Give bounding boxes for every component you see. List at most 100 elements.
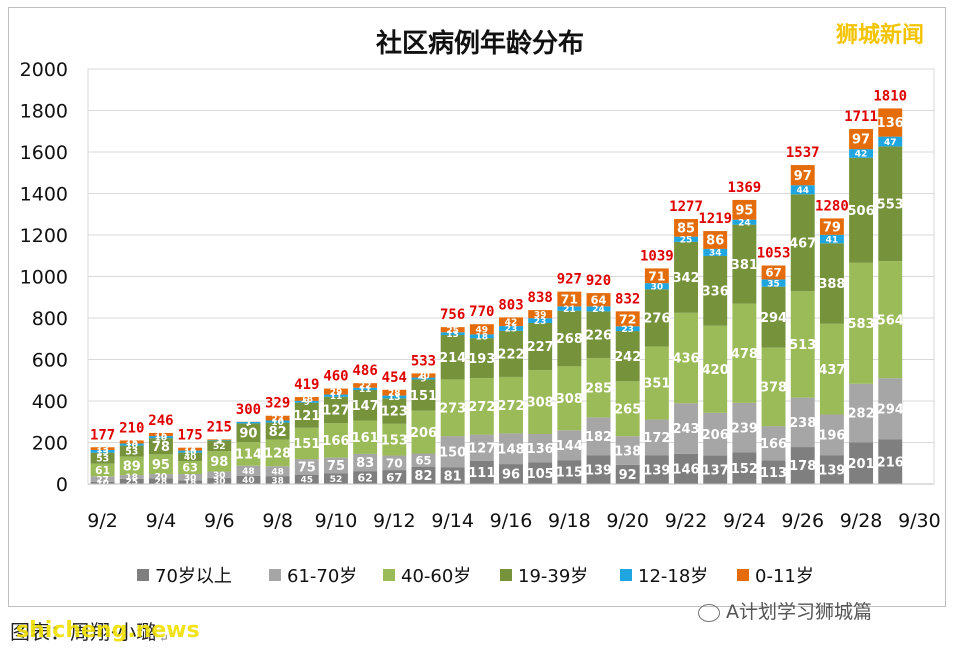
segment-value-label: 437 xyxy=(818,363,845,378)
segment-value-label: 30 xyxy=(651,282,664,292)
segment-value-label: 30 xyxy=(184,473,197,483)
y-tick-label: 800 xyxy=(32,308,68,330)
legend-label: 12-18岁 xyxy=(638,566,708,587)
chart-frame xyxy=(8,7,946,607)
segment-value-label: 166 xyxy=(322,434,349,449)
total-value-label: 246 xyxy=(148,413,173,429)
bar-segment xyxy=(732,452,757,484)
y-tick-label: 1200 xyxy=(20,225,68,247)
y-tick-label: 600 xyxy=(32,350,68,372)
x-tick-label: 9/16 xyxy=(490,510,533,532)
bar-segment xyxy=(411,466,436,484)
segment-value-label: 35 xyxy=(767,279,780,289)
bars xyxy=(90,108,903,484)
bar-segment xyxy=(878,378,903,440)
x-tick-label: 9/14 xyxy=(431,510,474,532)
segment-value-label: 95 xyxy=(152,458,170,473)
segment-value-label: 39 xyxy=(534,310,547,320)
bar-segment xyxy=(265,415,290,421)
segment-value-label: 13 xyxy=(96,448,109,458)
y-tick-label: 400 xyxy=(32,391,68,413)
segment-value-label: 70 xyxy=(386,456,403,470)
segment-value-label: 272 xyxy=(468,400,495,415)
segment-value-label: 67 xyxy=(765,266,781,280)
bar-segment xyxy=(411,379,436,411)
segment-value-label: 196 xyxy=(818,429,845,444)
segment-value-label: 38 xyxy=(271,476,284,486)
bar-segment xyxy=(469,338,494,379)
segment-value-label: 139 xyxy=(585,463,612,478)
segment-value-label: 121 xyxy=(293,409,320,424)
bar-segment xyxy=(353,471,378,484)
wechat-credit: A计划学习狮城篇 xyxy=(698,597,872,624)
segment-value-label: 48 xyxy=(242,467,255,477)
segment-value-label: 92 xyxy=(619,468,637,483)
x-tick-label: 9/28 xyxy=(840,510,883,532)
segment-value-label: 7 xyxy=(245,419,251,429)
bar-segment xyxy=(703,325,728,413)
bar-segment xyxy=(440,327,465,333)
bar-segment xyxy=(586,417,611,456)
legend-label: 19-39岁 xyxy=(518,566,588,587)
segment-value-label: 11 xyxy=(330,392,343,402)
x-tick-label: 9/10 xyxy=(315,510,358,532)
bar-segment xyxy=(294,474,319,484)
bar-segment xyxy=(353,383,378,388)
segment-value-label: 86 xyxy=(706,234,724,249)
bar-segment xyxy=(557,306,582,311)
segment-value-label: 3 xyxy=(216,436,222,446)
segment-value-label: 40 xyxy=(242,476,255,486)
segment-value-label: 27 xyxy=(96,475,109,485)
segment-value-label: 20 xyxy=(155,472,168,482)
site-watermark: shicheng.news xyxy=(16,618,200,643)
bar-segment xyxy=(790,447,815,484)
segment-value-label: 61 xyxy=(95,464,110,477)
segment-value-label: 553 xyxy=(877,197,904,212)
wechat-icon xyxy=(698,603,720,622)
segment-value-label: 146 xyxy=(672,463,699,478)
total-value-label: 1537 xyxy=(786,145,820,161)
y-tick-label: 1800 xyxy=(20,101,68,123)
bar-segment xyxy=(411,373,436,378)
bar-segment xyxy=(382,455,407,471)
total-value-label: 1039 xyxy=(640,248,674,264)
bar-segment xyxy=(178,452,203,461)
return-mark-icon: ↵ xyxy=(159,632,169,645)
segment-value-label: 467 xyxy=(789,236,816,251)
bar-segment xyxy=(440,332,465,336)
x-tick-label: 9/2 xyxy=(87,510,118,532)
segment-value-label: 166 xyxy=(760,437,787,452)
total-value-label: 920 xyxy=(586,273,611,289)
bar-segment xyxy=(644,346,669,420)
segment-value-label: 81 xyxy=(444,469,462,484)
segment-value-label: 21 xyxy=(563,305,576,315)
total-value-label: 210 xyxy=(119,420,144,436)
segment-value-label: 148 xyxy=(497,442,524,457)
bar-segment xyxy=(732,303,757,403)
bar-segment xyxy=(849,149,874,158)
segment-value-label: 97 xyxy=(794,169,812,184)
bar-segment xyxy=(878,136,903,147)
credit-prefix: 图表： xyxy=(10,620,70,644)
y-tick-label: 1400 xyxy=(20,184,68,206)
bar-segment xyxy=(148,474,173,479)
bar-segment xyxy=(265,422,290,440)
segment-value-label: 123 xyxy=(381,405,408,420)
bar-segment xyxy=(382,423,407,456)
legend-swatch xyxy=(137,569,149,581)
segment-value-label: 90 xyxy=(239,426,257,441)
segment-value-label: 98 xyxy=(210,455,228,470)
segment-value-label: 83 xyxy=(356,456,374,471)
bar-segment xyxy=(148,438,173,455)
bar-segment xyxy=(732,402,757,453)
bar-segment xyxy=(90,463,115,477)
segment-value-label: 193 xyxy=(468,352,495,367)
bar-segment xyxy=(119,475,144,479)
segment-value-label: 71 xyxy=(648,268,665,283)
segment-value-label: 13 xyxy=(446,330,459,340)
segment-value-label: 24 xyxy=(592,305,605,315)
segment-value-label: 11 xyxy=(359,385,372,395)
segment-value-label: 45 xyxy=(301,476,314,486)
segment-value-label: 49 xyxy=(476,326,489,336)
segment-value-label: 9 xyxy=(304,398,310,408)
